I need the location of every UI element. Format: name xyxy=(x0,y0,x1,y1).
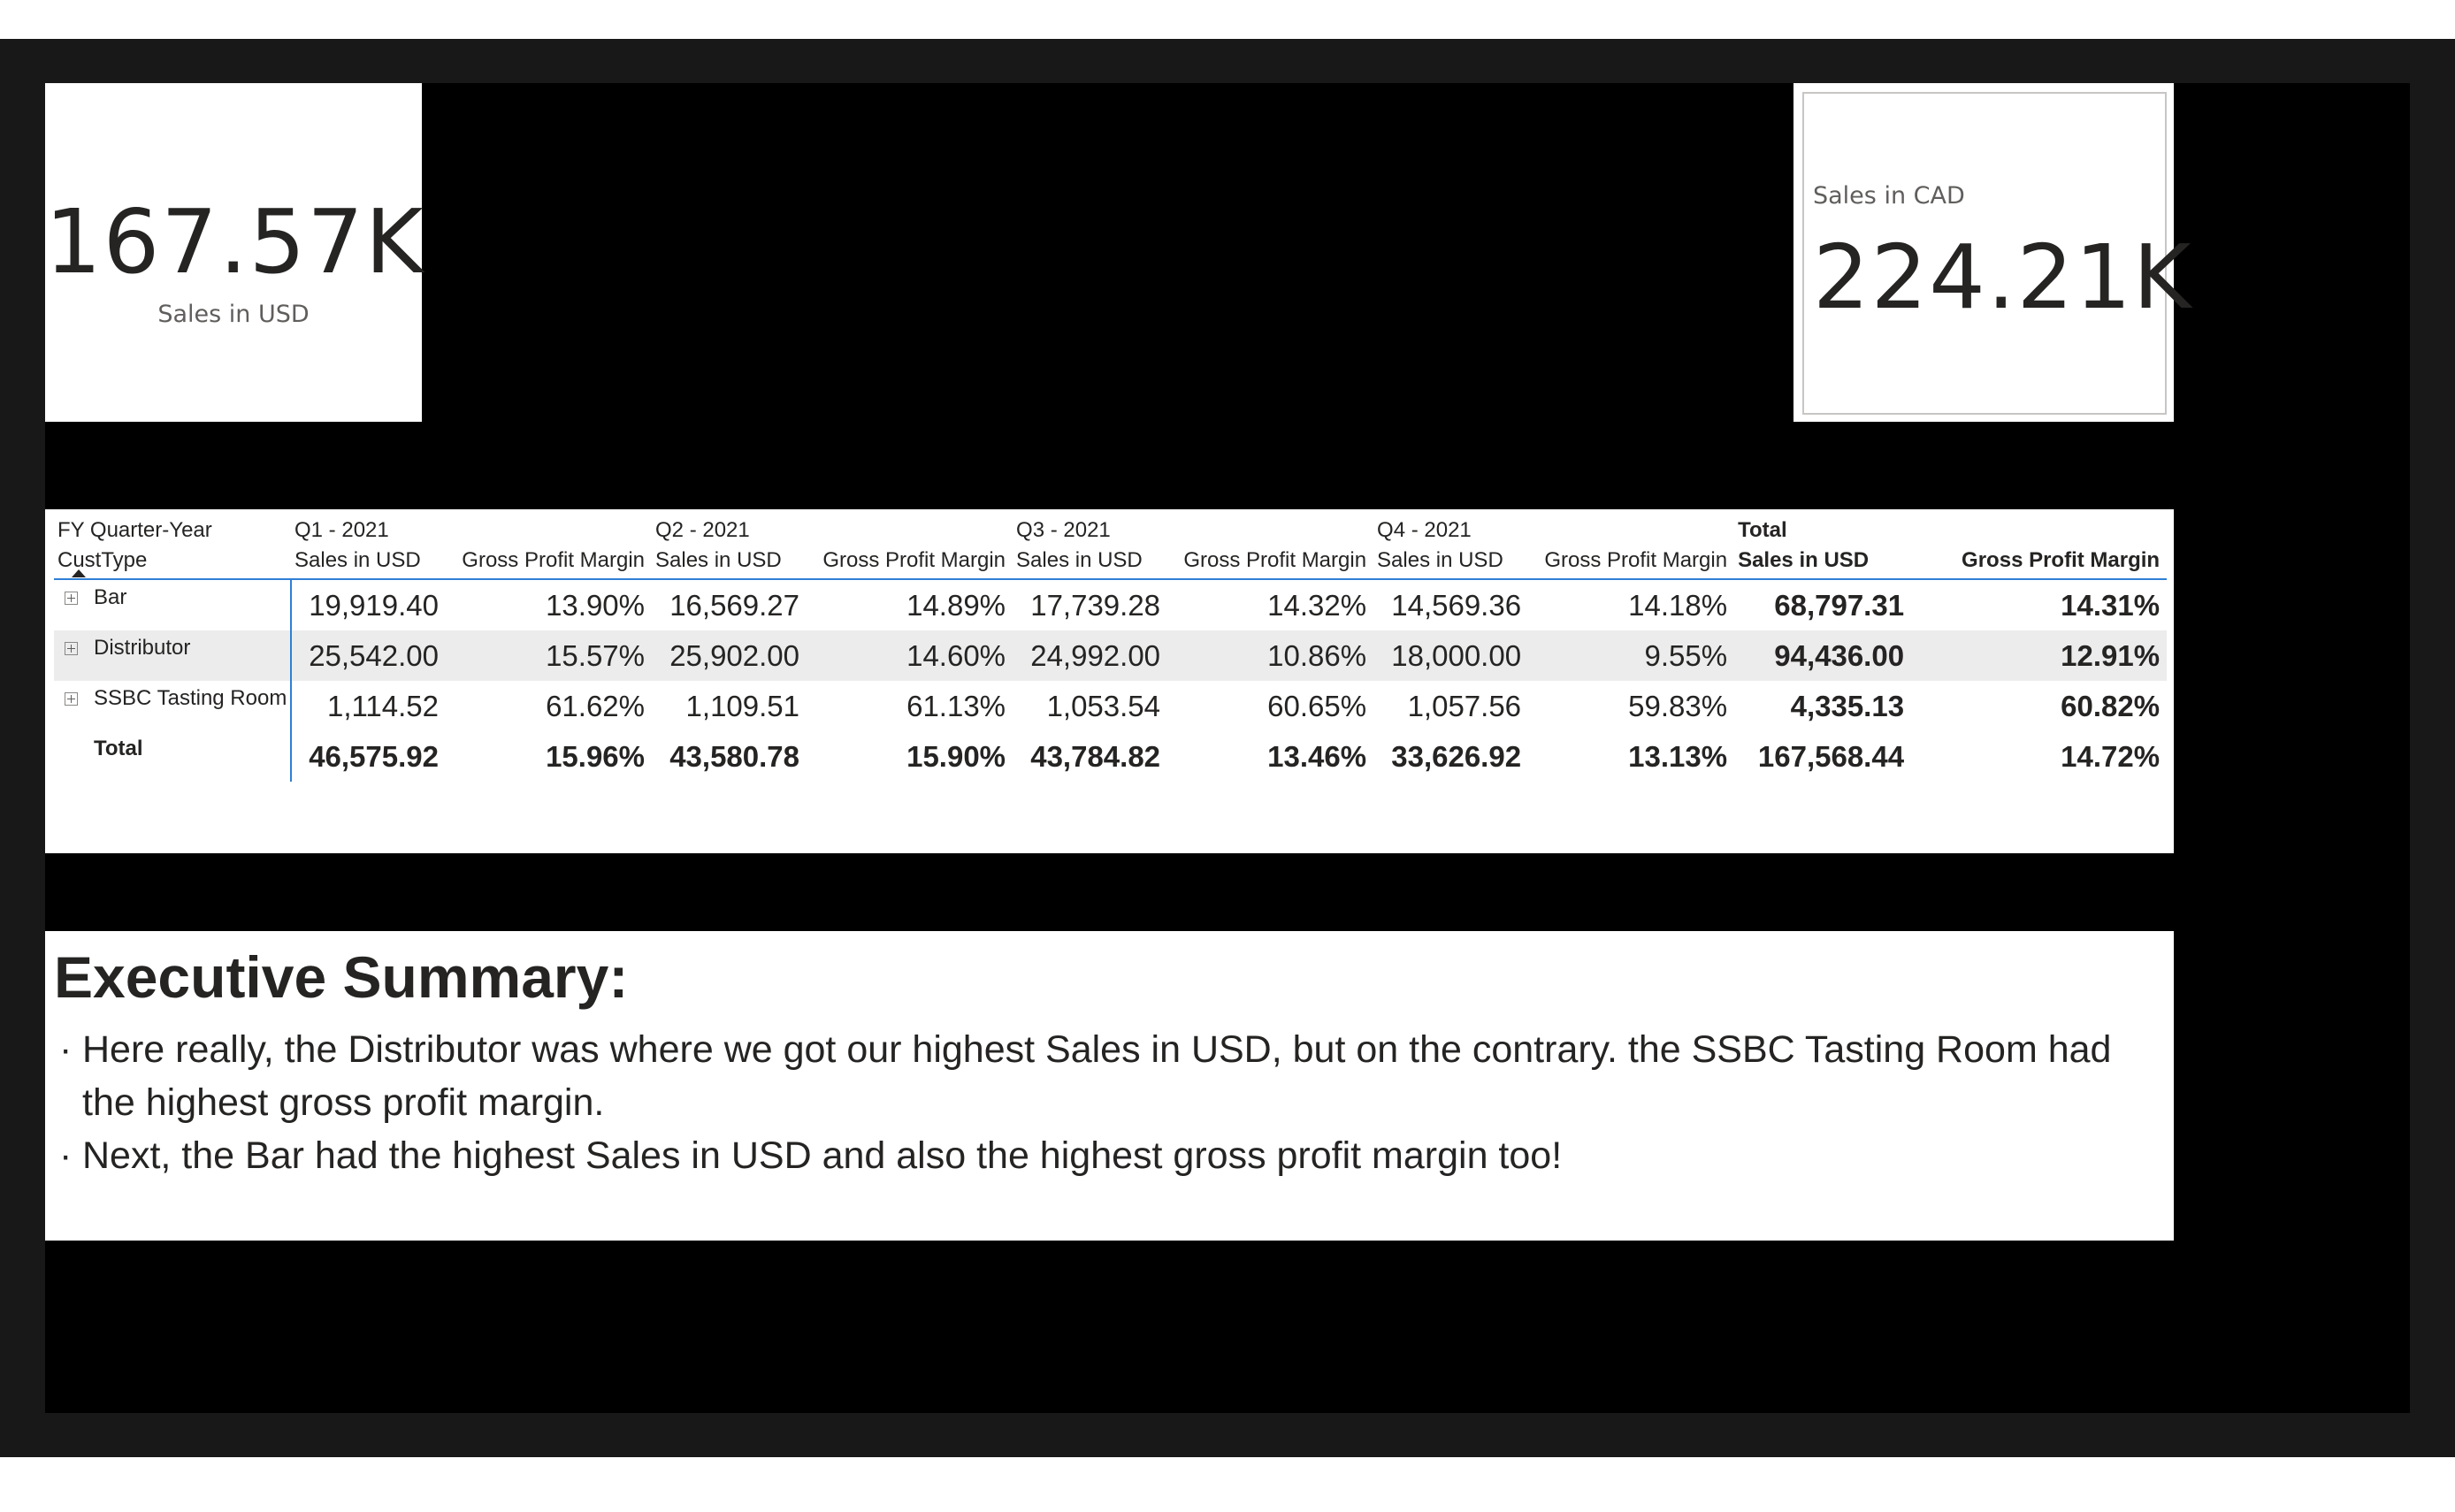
cell[interactable]: 1,114.52 xyxy=(326,689,439,722)
cell[interactable]: 94,436.00 xyxy=(1734,630,1912,681)
cell[interactable]: 4,335.13 xyxy=(1790,689,1905,722)
cell[interactable]: 9.55% xyxy=(1528,630,1735,681)
column-header-sales-q3[interactable]: Sales in USD xyxy=(1013,543,1168,580)
cell[interactable]: 12.91% xyxy=(1911,630,2168,681)
sales-cad-label: Sales in CAD xyxy=(1813,182,1965,210)
sales-cad-card-border xyxy=(1802,92,2167,415)
cell[interactable]: 16,569.27 xyxy=(669,588,800,622)
summary-bullet: Next, the Bar had the highest Sales in U… xyxy=(54,1129,2159,1182)
column-group-q2[interactable]: Q2 - 2021 xyxy=(655,518,750,542)
cell[interactable]: 60.65% xyxy=(1267,689,1367,722)
row-label: Distributor xyxy=(94,636,191,660)
cell[interactable]: 14.60% xyxy=(807,630,1013,681)
summary-bullets: Here really, the Distributor was where w… xyxy=(54,1023,2159,1182)
sales-cad-value: 224.21K xyxy=(1813,225,2193,329)
sort-ascending-icon[interactable] xyxy=(72,569,86,577)
cell[interactable]: 14.31% xyxy=(2061,588,2161,622)
column-header-gpm-q2[interactable]: Gross Profit Margin xyxy=(807,543,1013,580)
total-cell[interactable]: 46,575.92 xyxy=(309,739,439,773)
cell[interactable]: 19,919.40 xyxy=(309,588,439,622)
cell[interactable]: 10.86% xyxy=(1167,630,1374,681)
cell[interactable]: 14.89% xyxy=(906,588,1006,622)
cell[interactable]: 24,992.00 xyxy=(1013,630,1168,681)
column-header-gpm-q4[interactable]: Gross Profit Margin xyxy=(1528,543,1735,580)
cell[interactable]: 1,057.56 xyxy=(1407,689,1522,722)
total-cell[interactable]: 13.46% xyxy=(1267,739,1367,773)
sales-usd-card[interactable]: 167.57K Sales in USD xyxy=(45,83,425,422)
corner-header-custtype[interactable]: CustType xyxy=(54,543,291,580)
matrix-visual[interactable]: FY Quarter-Year Q1 - 2021 Q2 - 2021 Q3 -… xyxy=(45,509,2174,853)
sales-usd-value: 167.57K xyxy=(45,190,425,294)
custtype-label: CustType xyxy=(57,548,148,572)
column-header-sales-q4[interactable]: Sales in USD xyxy=(1373,543,1529,580)
column-header-gpm-q3[interactable]: Gross Profit Margin xyxy=(1167,543,1374,580)
table-row: SSBC Tasting Room 1,114.52 61.62% 1,109.… xyxy=(54,681,2167,731)
cell[interactable]: 25,902.00 xyxy=(652,630,807,681)
summary-title: Executive Summary: xyxy=(54,944,629,1010)
report-frame: 167.57K Sales in USD Sales in CAD 224.21… xyxy=(0,39,2455,1457)
sales-matrix: FY Quarter-Year Q1 - 2021 Q2 - 2021 Q3 -… xyxy=(54,509,2168,782)
cell[interactable]: 14.32% xyxy=(1267,588,1367,622)
expand-icon[interactable] xyxy=(65,592,78,606)
row-header-bar: Bar xyxy=(54,579,292,630)
total-cell[interactable]: 43,784.82 xyxy=(1030,739,1161,773)
column-header-sales-q2[interactable]: Sales in USD xyxy=(652,543,807,580)
column-header-gpm-total[interactable]: Gross Profit Margin xyxy=(1911,543,2168,580)
row-label: SSBC Tasting Room xyxy=(94,686,287,710)
column-header-sales-q1[interactable]: Sales in USD xyxy=(291,543,446,580)
summary-bullet: Here really, the Distributor was where w… xyxy=(54,1023,2159,1129)
cell[interactable]: 18,000.00 xyxy=(1373,630,1529,681)
sales-usd-label: Sales in USD xyxy=(157,301,310,328)
table-row: Distributor 25,542.00 15.57% 25,902.00 1… xyxy=(54,630,2168,681)
total-cell[interactable]: 43,580.78 xyxy=(669,739,800,773)
column-header-sales-total[interactable]: Sales in USD xyxy=(1734,543,1912,580)
column-group-total[interactable]: Total xyxy=(1738,518,1787,542)
total-cell[interactable]: 33,626.92 xyxy=(1391,739,1522,773)
row-header-distributor: Distributor xyxy=(54,630,292,681)
cell[interactable]: 60.82% xyxy=(2061,689,2161,722)
total-cell[interactable]: 13.13% xyxy=(1628,739,1728,773)
cell[interactable]: 14,569.36 xyxy=(1391,588,1522,622)
cell[interactable]: 17,739.28 xyxy=(1030,588,1161,622)
row-label: Bar xyxy=(94,585,127,609)
cell[interactable]: 14.18% xyxy=(1628,588,1728,622)
total-cell[interactable]: 167,568.44 xyxy=(1757,739,1905,773)
sales-cad-card[interactable]: Sales in CAD 224.21K xyxy=(1793,83,2191,422)
column-group-q3[interactable]: Q3 - 2021 xyxy=(1016,518,1111,542)
total-row: Total 46,575.92 15.96% 43,580.78 15.90% … xyxy=(54,731,2167,782)
row-label: Total xyxy=(94,737,143,760)
expand-icon[interactable] xyxy=(65,642,78,656)
column-group-q1[interactable]: Q1 - 2021 xyxy=(294,518,389,542)
cell[interactable]: 15.57% xyxy=(446,630,653,681)
total-cell[interactable]: 14.72% xyxy=(2061,739,2161,773)
cell[interactable]: 13.90% xyxy=(546,588,646,622)
executive-summary-textbox[interactable]: Executive Summary: Here really, the Dist… xyxy=(45,931,2174,1241)
report-canvas: 167.57K Sales in USD Sales in CAD 224.21… xyxy=(45,83,2410,1413)
corner-header-quarter: FY Quarter-Year xyxy=(57,518,212,542)
cell[interactable]: 25,542.00 xyxy=(291,630,446,681)
expand-icon[interactable] xyxy=(65,692,78,706)
row-header-total: Total xyxy=(54,731,292,782)
total-cell[interactable]: 15.90% xyxy=(906,739,1006,773)
cell[interactable]: 59.83% xyxy=(1628,689,1728,722)
cell[interactable]: 68,797.31 xyxy=(1774,588,1905,622)
cell[interactable]: 1,109.51 xyxy=(685,689,800,722)
total-cell[interactable]: 15.96% xyxy=(546,739,646,773)
cell[interactable]: 1,053.54 xyxy=(1046,689,1161,722)
cell[interactable]: 61.13% xyxy=(906,689,1006,722)
table-row: Bar 19,919.40 13.90% 16,569.27 14.89% 17… xyxy=(54,579,2167,630)
column-header-gpm-q1[interactable]: Gross Profit Margin xyxy=(446,543,653,580)
row-header-ssbc-tasting-room: SSBC Tasting Room xyxy=(54,681,292,731)
column-group-q4[interactable]: Q4 - 2021 xyxy=(1377,518,1472,542)
cell[interactable]: 61.62% xyxy=(546,689,646,722)
